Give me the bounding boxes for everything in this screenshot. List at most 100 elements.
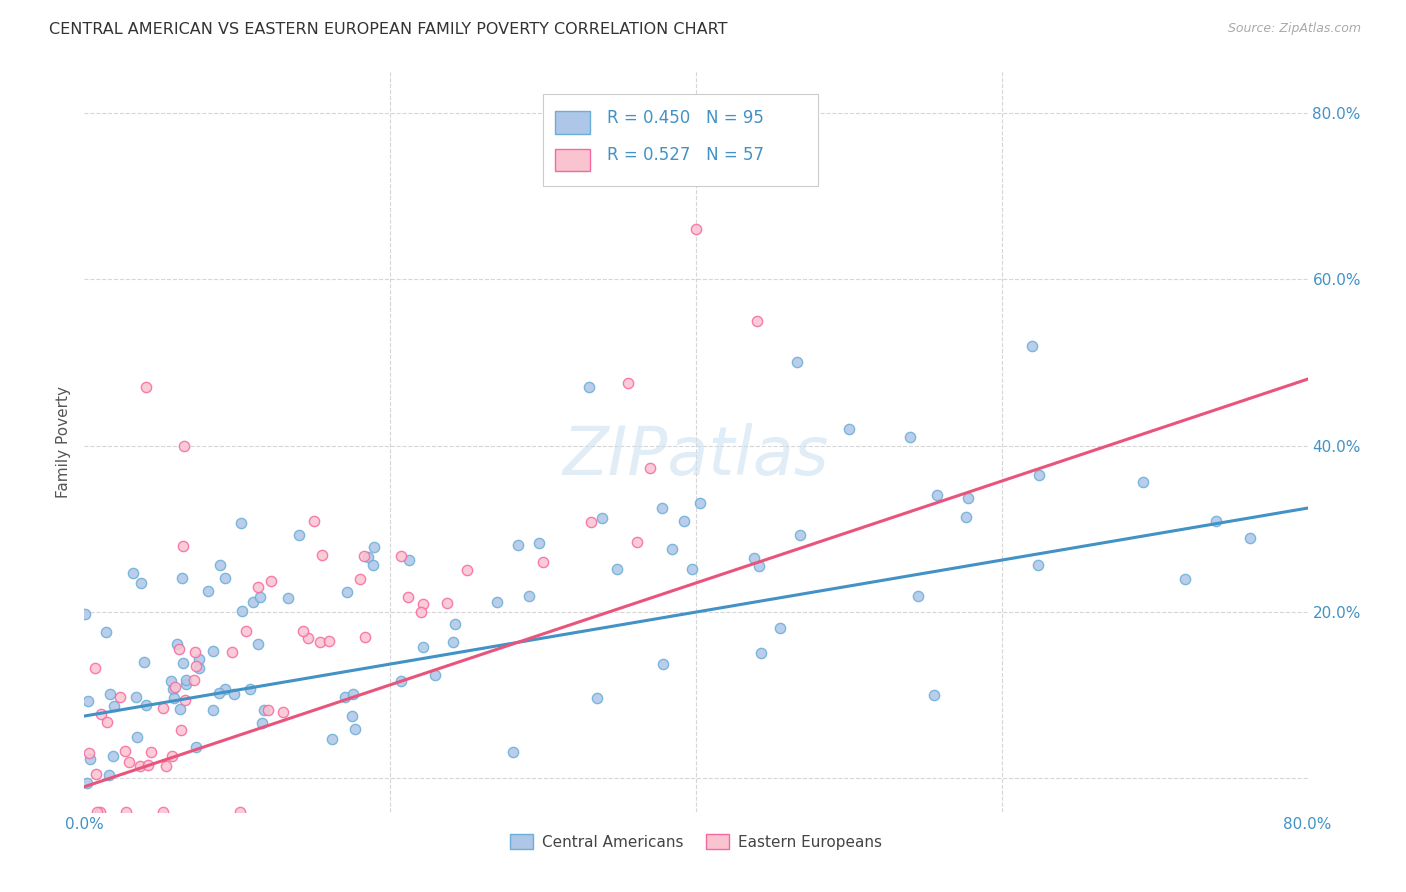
Point	[186, 658, 208, 673]
Point	[89, 706, 111, 721]
Bar	[555, 148, 589, 171]
Point	[208, 686, 231, 700]
Point	[89, 805, 111, 819]
Point	[389, 549, 412, 563]
Point	[239, 681, 262, 696]
Point	[409, 605, 432, 619]
Point	[271, 705, 294, 719]
Point	[202, 703, 225, 717]
Point	[163, 680, 186, 694]
Point	[297, 631, 319, 645]
Point	[1021, 339, 1043, 353]
Point	[441, 635, 464, 649]
Point	[114, 744, 136, 758]
Point	[638, 461, 661, 475]
Point	[250, 716, 273, 731]
Point	[436, 596, 458, 610]
Point	[626, 534, 648, 549]
Point	[98, 687, 121, 701]
Point	[221, 645, 243, 659]
Point	[167, 642, 190, 657]
Point	[506, 538, 529, 552]
Point	[135, 698, 157, 712]
Point	[101, 748, 124, 763]
Point	[155, 758, 177, 772]
Point	[174, 676, 197, 690]
Point	[749, 646, 772, 660]
Point	[502, 745, 524, 759]
Text: CENTRAL AMERICAN VS EASTERN EUROPEAN FAMILY POVERTY CORRELATION CHART: CENTRAL AMERICAN VS EASTERN EUROPEAN FAM…	[49, 22, 728, 37]
Point	[398, 553, 420, 567]
Point	[786, 354, 808, 368]
Point	[302, 514, 325, 528]
Point	[127, 730, 149, 744]
Point	[253, 704, 276, 718]
Point	[616, 376, 638, 390]
Point	[363, 540, 385, 554]
Point	[927, 488, 949, 502]
Point	[197, 583, 219, 598]
Point	[135, 380, 157, 394]
Text: R = 0.450   N = 95: R = 0.450 N = 95	[606, 109, 763, 127]
Point	[83, 661, 105, 675]
Point	[172, 539, 194, 553]
Point	[170, 723, 193, 738]
Point	[231, 604, 253, 618]
Point	[287, 528, 309, 542]
Point	[311, 549, 333, 563]
Point	[174, 673, 197, 687]
Point	[166, 638, 188, 652]
Point	[747, 314, 769, 328]
Point	[955, 510, 977, 524]
Point	[96, 715, 118, 730]
Point	[136, 758, 159, 772]
Point	[357, 549, 380, 564]
Point	[162, 691, 184, 706]
Point	[172, 656, 194, 670]
Point	[748, 559, 770, 574]
Point	[108, 690, 131, 704]
Point	[256, 703, 278, 717]
Point	[769, 621, 792, 635]
Point	[651, 657, 673, 671]
Point	[152, 701, 174, 715]
Point	[309, 635, 332, 649]
Point	[389, 673, 412, 688]
Point	[184, 740, 207, 755]
Point	[412, 640, 434, 655]
Point	[1132, 475, 1154, 489]
Point	[103, 699, 125, 714]
Point	[246, 581, 269, 595]
Point	[214, 682, 236, 697]
Point	[277, 591, 299, 605]
Point	[349, 572, 371, 586]
Point	[685, 222, 707, 236]
Point	[183, 673, 205, 688]
Text: Source: ZipAtlas.com: Source: ZipAtlas.com	[1227, 22, 1361, 36]
Point	[789, 528, 811, 542]
Point	[118, 755, 141, 769]
Point	[340, 709, 363, 723]
Point	[79, 752, 101, 766]
Point	[1028, 467, 1050, 482]
Point	[519, 589, 541, 603]
Point	[229, 805, 252, 819]
Point	[1239, 531, 1261, 545]
Point	[591, 510, 613, 524]
Point	[73, 607, 96, 621]
Point	[353, 549, 375, 563]
Point	[956, 491, 979, 505]
Point	[224, 687, 246, 701]
Point	[578, 380, 600, 394]
Point	[235, 624, 257, 638]
Point	[661, 542, 683, 557]
Point	[169, 702, 191, 716]
Point	[162, 681, 184, 696]
Point	[396, 590, 419, 604]
Point	[689, 496, 711, 510]
Point	[173, 439, 195, 453]
Point	[249, 591, 271, 605]
Point	[183, 645, 205, 659]
Point	[174, 693, 197, 707]
Point	[159, 673, 181, 688]
